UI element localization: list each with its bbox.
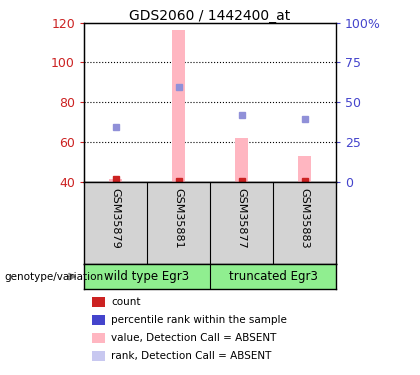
Text: truncated Egr3: truncated Egr3 [228, 270, 318, 283]
Text: rank, Detection Call = ABSENT: rank, Detection Call = ABSENT [111, 351, 272, 361]
Bar [172, 30, 185, 182]
Text: percentile rank within the sample: percentile rank within the sample [111, 315, 287, 325]
Text: GSM35883: GSM35883 [299, 189, 310, 249]
Text: GSM35877: GSM35877 [236, 189, 247, 249]
Text: GSM35881: GSM35881 [173, 189, 184, 249]
Text: GSM35879: GSM35879 [110, 189, 121, 249]
Text: value, Detection Call = ABSENT: value, Detection Call = ABSENT [111, 333, 277, 343]
Bar [298, 156, 311, 182]
Text: count: count [111, 297, 141, 307]
Bar [109, 179, 122, 182]
Text: wild type Egr3: wild type Egr3 [105, 270, 189, 283]
Text: GDS2060 / 1442400_at: GDS2060 / 1442400_at [129, 9, 291, 23]
Text: genotype/variation: genotype/variation [4, 272, 103, 282]
Bar [235, 138, 248, 182]
